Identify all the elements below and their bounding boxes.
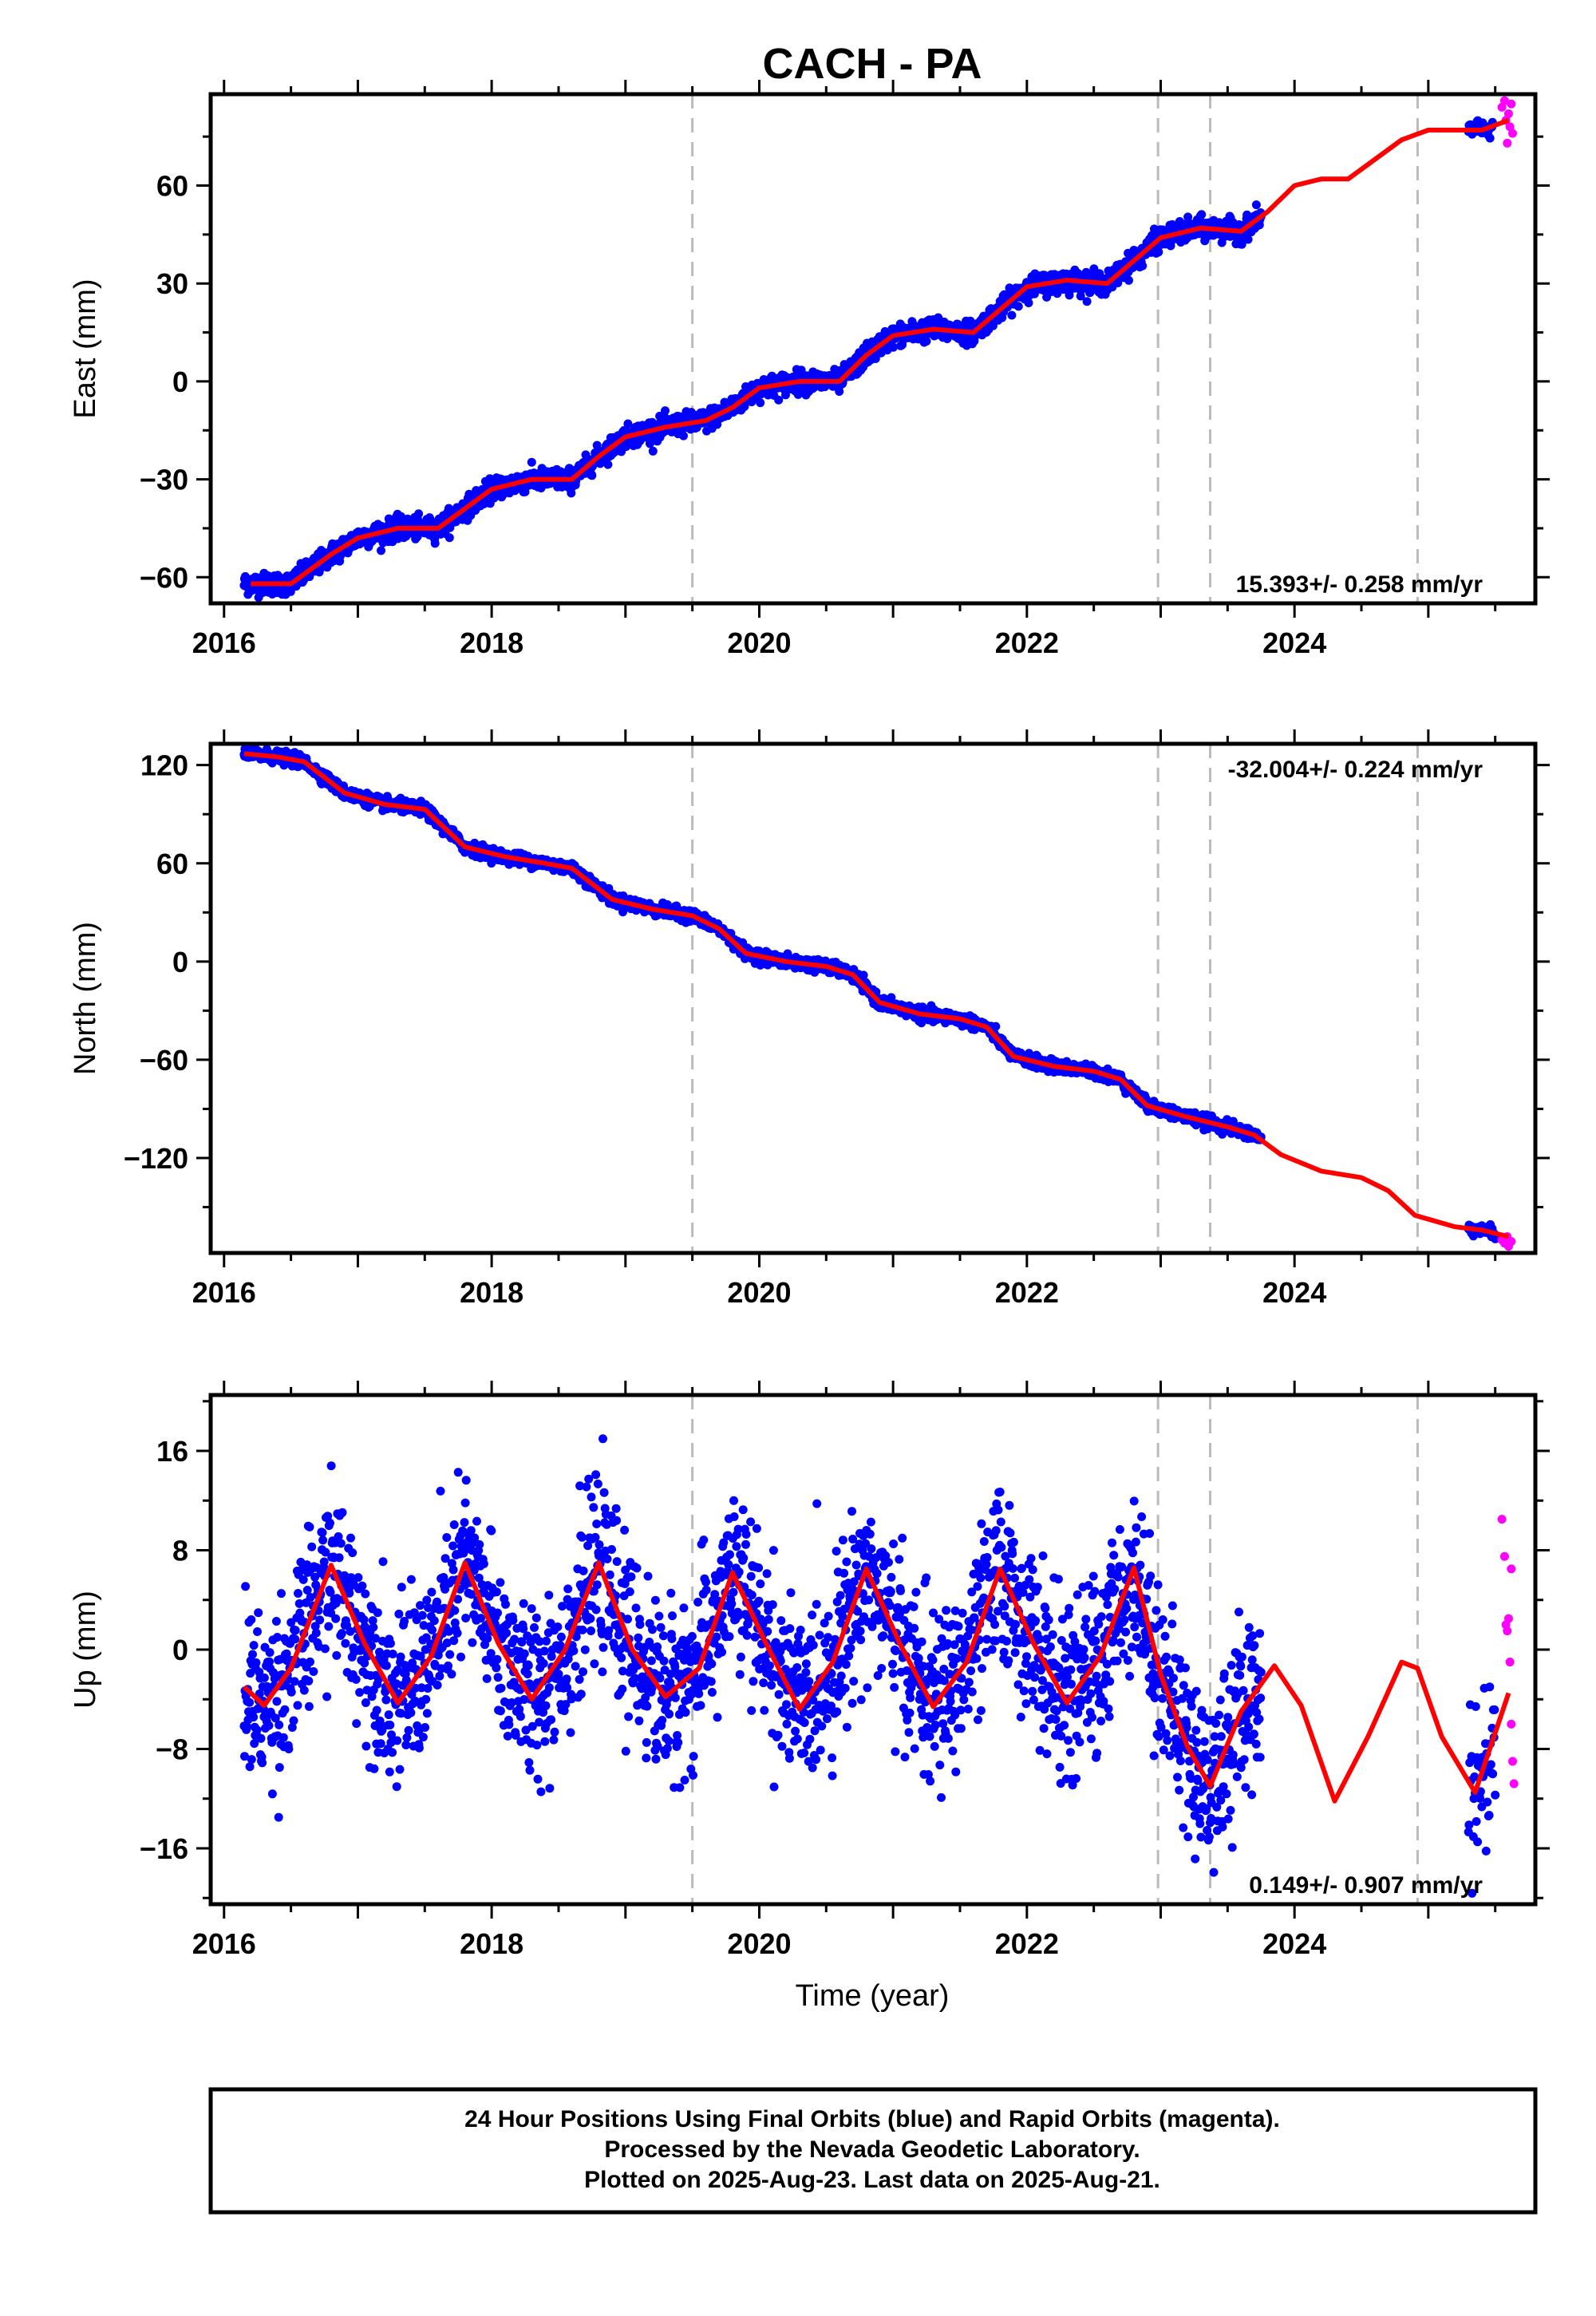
east-final-point bbox=[679, 431, 688, 441]
east-final-point bbox=[661, 406, 670, 416]
figure-title: CACH - PA bbox=[763, 40, 982, 88]
east-final-point bbox=[1138, 261, 1148, 271]
east-rate-label: 15.393+/- 0.258 mm/yr bbox=[1236, 571, 1483, 598]
east-final-point bbox=[1007, 310, 1017, 320]
east-final-point bbox=[1154, 247, 1163, 257]
east-final-point bbox=[1013, 302, 1023, 311]
east-y-tick-label: −30 bbox=[140, 464, 188, 496]
east-panel: 2016 2018 2020 2022 2024 −60 −30 0 30 60 East (mm)… bbox=[69, 80, 1550, 659]
east-final-point bbox=[520, 487, 530, 496]
east-rapid-point bbox=[1507, 128, 1517, 138]
east-final-point bbox=[527, 457, 536, 467]
east-final-point bbox=[623, 419, 633, 429]
east-final-point bbox=[1082, 297, 1092, 306]
east-final-point bbox=[756, 398, 765, 408]
east-rapid-point bbox=[1503, 138, 1512, 148]
north-final-point bbox=[917, 1018, 926, 1028]
east-final-point bbox=[1124, 275, 1133, 285]
east-final-point bbox=[414, 509, 424, 519]
east-x-tick-label: 2022 bbox=[995, 626, 1059, 659]
north-final-point bbox=[887, 993, 896, 1002]
east-x-tick-label: 2024 bbox=[1262, 626, 1326, 659]
east-final-point bbox=[1065, 290, 1074, 300]
east-final-point bbox=[774, 395, 784, 405]
east-final-point bbox=[970, 336, 979, 346]
east-frame bbox=[208, 92, 1538, 606]
east-final-point bbox=[286, 587, 295, 596]
east-final-point bbox=[430, 539, 440, 548]
east-final-point bbox=[648, 446, 658, 456]
east-y-axis-title: East (mm) bbox=[69, 279, 102, 418]
east-final-point bbox=[603, 460, 613, 469]
east-x-ticks bbox=[223, 80, 1497, 618]
east-model-curve bbox=[251, 117, 1510, 587]
east-y-tick-label: −60 bbox=[140, 561, 188, 594]
east-final-point bbox=[1251, 200, 1261, 210]
east-final-point bbox=[1485, 133, 1495, 143]
north-final-point bbox=[991, 1022, 1001, 1031]
east-x-tick-label: 2018 bbox=[460, 626, 523, 659]
east-final-point bbox=[1024, 298, 1033, 307]
east-final-point bbox=[377, 546, 385, 555]
east-rapid-point bbox=[1503, 109, 1513, 119]
east-rapid-point bbox=[1499, 96, 1509, 105]
east-final-point bbox=[489, 493, 499, 503]
east-final-point bbox=[888, 342, 898, 352]
east-final-point bbox=[1243, 235, 1253, 244]
north-plot-area bbox=[239, 744, 1516, 1251]
east-final-point bbox=[587, 471, 597, 480]
east-final-point bbox=[922, 337, 931, 346]
east-rapid-point bbox=[1507, 99, 1516, 109]
east-y-tick-label: 0 bbox=[172, 366, 188, 398]
east-final-point bbox=[1197, 210, 1207, 219]
north-final-point bbox=[859, 970, 868, 980]
east-y-ticks bbox=[196, 135, 1550, 579]
east-y-tick-label: 30 bbox=[156, 267, 188, 300]
east-final-point bbox=[444, 533, 454, 543]
east-x-tick-label: 2020 bbox=[727, 626, 791, 659]
east-x-tick-label: 2016 bbox=[192, 626, 256, 659]
east-y-tick-label: 60 bbox=[156, 170, 188, 203]
east-plot-area bbox=[239, 96, 1517, 603]
east-rapid-points bbox=[1497, 96, 1517, 148]
